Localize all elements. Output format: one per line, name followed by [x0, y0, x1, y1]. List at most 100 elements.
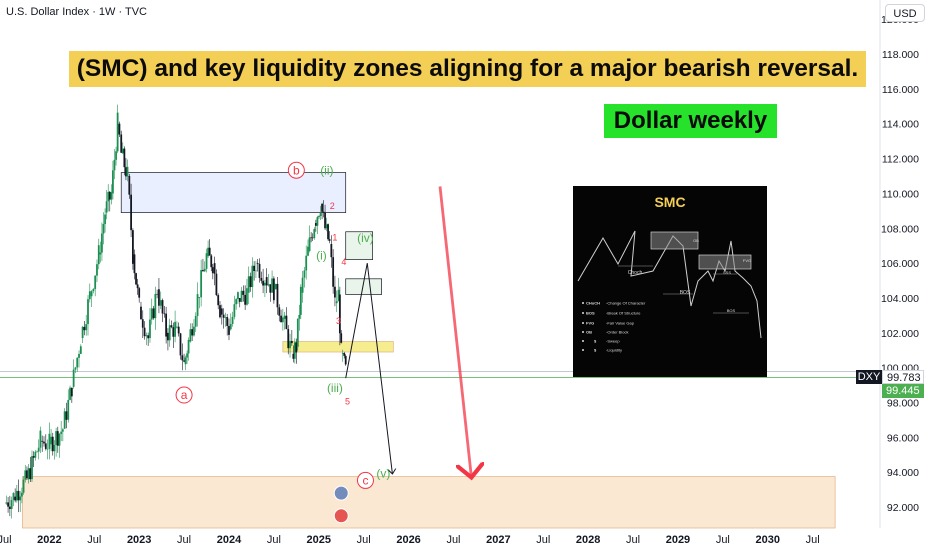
- smc-ob-box: [650, 231, 699, 250]
- candle-body: [72, 369, 75, 387]
- time-tick-label: 2029: [666, 534, 690, 546]
- time-tick-label: Jul: [626, 534, 640, 546]
- candle-body: [191, 329, 194, 336]
- candle-body: [76, 357, 79, 368]
- candle-body: [133, 254, 136, 274]
- candle-body: [104, 214, 106, 224]
- candle-body: [322, 211, 325, 213]
- candle-body: [292, 353, 295, 359]
- legend-desc: -Fair Value Gap: [606, 321, 635, 326]
- legend-key: CHoCH: [586, 301, 600, 306]
- candle-body: [70, 387, 73, 397]
- candle-body: [96, 264, 98, 276]
- price-tick-label: 98.000: [887, 398, 919, 410]
- candle-body: [189, 329, 192, 342]
- headline-banner: (SMC) and key liquidity zones aligning f…: [69, 51, 866, 87]
- candle-body: [94, 275, 97, 289]
- candle-body: [172, 327, 175, 337]
- candle-body: [327, 224, 329, 240]
- candle-body: [281, 317, 284, 323]
- legend-desc: -Order Block: [606, 330, 628, 335]
- candle-body: [313, 228, 316, 238]
- candle-body: [123, 148, 126, 168]
- legend-key: BOS: [586, 311, 595, 316]
- candle-body: [113, 159, 116, 171]
- candle-body: [27, 468, 30, 480]
- candle-body: [20, 492, 23, 497]
- candle-body: [46, 448, 49, 450]
- candle-body: [156, 293, 159, 295]
- candle-body: [310, 237, 313, 239]
- wave-label: b: [293, 163, 300, 177]
- legend-key: $: [594, 339, 597, 344]
- smc-structure-line: [577, 230, 762, 339]
- candle-body: [31, 456, 33, 480]
- candle-body: [289, 340, 291, 349]
- candle-body: [53, 444, 56, 452]
- candle-body: [203, 268, 206, 272]
- smc-label-fvg: FVG: [743, 258, 751, 263]
- candle-body: [181, 355, 184, 361]
- candle-body: [145, 335, 148, 337]
- time-tick-label: Jul: [536, 534, 550, 546]
- candle-body: [340, 333, 343, 343]
- candle-body: [285, 315, 288, 330]
- candle-body: [128, 176, 131, 195]
- candle-body: [120, 134, 123, 153]
- smc-label-bos-2: BOS: [727, 308, 736, 313]
- candle-body: [247, 276, 250, 293]
- candle-body: [107, 191, 110, 202]
- candle-body: [136, 284, 139, 289]
- candle-body: [258, 263, 261, 278]
- candle-body: [140, 306, 142, 320]
- candle-body: [37, 447, 40, 452]
- candle-body: [222, 314, 225, 318]
- candle-body: [338, 294, 341, 334]
- time-tick-label: 2028: [576, 534, 600, 546]
- candle-body: [324, 212, 326, 229]
- bearish-arrow: [438, 186, 471, 477]
- wave-label: (iii): [327, 381, 343, 395]
- candle-body: [276, 283, 279, 308]
- candle-body: [215, 273, 218, 296]
- candle-body: [307, 246, 309, 256]
- currency-button[interactable]: USD: [885, 4, 925, 22]
- candle-body: [210, 255, 213, 268]
- candle-body: [50, 436, 52, 445]
- candle-body: [194, 316, 197, 327]
- price-tick-label: 104.000: [881, 293, 919, 305]
- time-tick-label: Jul: [446, 534, 460, 546]
- wave-label: (iv): [357, 231, 374, 245]
- wave-label-circle: [356, 471, 374, 489]
- candle-body: [344, 355, 347, 365]
- candle-body: [58, 433, 61, 446]
- time-tick-label: 2030: [756, 534, 780, 546]
- smc-panel-title: SMC: [654, 194, 685, 210]
- candle-body: [217, 295, 220, 306]
- candle-body: [186, 353, 188, 358]
- candle-body: [39, 430, 42, 448]
- candle-body: [303, 270, 306, 278]
- candle-body: [328, 239, 331, 241]
- candle-body: [272, 278, 275, 301]
- price-axis: 120.000118.000116.000114.000112.000110.0…: [881, 14, 919, 514]
- candle-body: [319, 213, 322, 216]
- candle-body: [233, 304, 236, 317]
- candle-body: [22, 479, 25, 493]
- price-tick-label: 110.000: [882, 188, 919, 200]
- candle-body: [17, 490, 20, 501]
- candle-body: [278, 307, 281, 316]
- candle-body: [165, 313, 168, 337]
- candle-body: [263, 282, 266, 286]
- candle-body: [48, 433, 51, 449]
- candle-body: [24, 470, 27, 480]
- candle-body: [187, 339, 190, 354]
- candle-body: [205, 253, 208, 269]
- candle-body: [311, 237, 314, 239]
- wave-label: 1: [332, 232, 337, 242]
- symbol-price-tag: DXY: [856, 370, 882, 384]
- candle-body: [207, 247, 210, 257]
- symbol-title[interactable]: U.S. Dollar Index · 1W · TVC: [6, 6, 147, 18]
- smc-label-choch: Choch: [628, 270, 643, 276]
